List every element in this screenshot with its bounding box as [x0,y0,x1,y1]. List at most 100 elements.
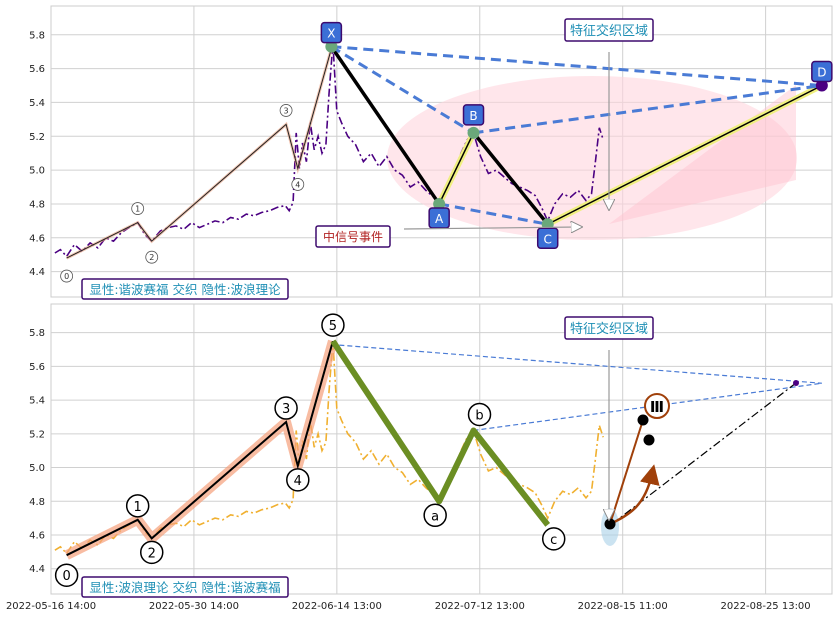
y-tick-label: 5.0 [29,166,45,177]
top-wave-marker [60,269,74,283]
wave-label: 2 [148,546,156,561]
current-wave-marker: Ⅲ [644,393,670,419]
wave-label: b [475,408,483,423]
y-tick-label: 4.4 [29,564,45,575]
bottom-zone-label-text: 特征交织区域 [570,321,648,337]
wave-label-marker [541,527,566,551]
wave-label: a [431,509,439,524]
y-tick-label: 5.6 [29,362,45,373]
y-tick-label: 4.8 [29,199,45,210]
harmonic-dashed [330,45,475,135]
harmonic-label-box [462,104,485,126]
current-dot-c [604,518,616,530]
y-tick-label: 5.2 [29,429,45,440]
current-wave-arrow [609,464,660,526]
wave-label: 3 [282,402,290,417]
harmonic-label-box [428,207,450,229]
bottom-caption-text: 显性:波浪理论 交织 隐性:谐波赛福 [89,580,280,595]
wave-label-marker [467,402,492,427]
wave-label-marker [274,396,298,420]
harmonic-label-box [536,227,559,249]
wave-label-marker [125,494,150,518]
harmonic-label-box [320,21,343,44]
top-wave-label: 3 [284,106,289,115]
harmonic-point [433,197,446,210]
bottom-plot-area [50,303,833,595]
top-wave-label: 0 [64,272,69,281]
x-tick-label: 2022-08-25 13:00 [721,601,811,612]
top-y-ticks: 4.4 4.6 4.8 5.0 5.2 5.4 5.6 5.8 [29,30,45,278]
x-tick-label: 2022-06-14 13:00 [292,601,382,612]
y-tick-label: 5.4 [29,396,45,407]
y-tick-label: 5.8 [29,328,45,339]
bottom-harmonic-overlay [331,343,822,432]
top-wave-marker [145,250,159,264]
y-tick-label: 4.4 [29,267,45,278]
zone-label-box: 特征交织区域 [564,18,654,42]
harmonic-label: X [327,27,335,41]
harmonic-dashed [473,84,823,135]
bottom-harmonic-dashed [473,382,822,432]
wave-label-marker [423,503,447,528]
harmonic-dashed [438,202,548,226]
top-wave-path [66,43,334,259]
top-wave-marker [291,178,305,191]
top-wave-label: 1 [135,205,140,214]
bottom-grid [51,304,832,594]
harmonic-leg [547,84,823,225]
harmonic-leg [472,131,550,226]
y-tick-label: 4.6 [29,233,45,244]
bottom-y-ticks: 4.4 4.6 4.8 5.0 5.2 5.4 5.6 5.8 [29,328,45,575]
zone-label-text: 特征交织区域 [570,23,648,39]
signal-label-text: 中信号事件 [323,229,383,244]
y-tick-label: 5.8 [29,30,45,41]
y-tick-label: 4.8 [29,497,45,508]
bottom-harmonic-dashed [331,343,822,384]
y-tick-label: 5.0 [29,463,45,474]
x-tick-label: 2022-07-12 13:00 [435,601,525,612]
current-dot-upper [637,414,649,426]
current-wave-label: Ⅲ [650,398,664,416]
top-panel: 4.4 4.6 4.8 5.0 5.2 5.4 5.6 5.8 0 1 2 3 4 X A B C D 特征交… [29,5,833,300]
top-wave-overlay: 0 1 2 3 4 [60,42,335,283]
harmonic-label: D [817,66,826,80]
harmonic-label: B [469,109,477,123]
wave-label-marker [321,313,345,337]
harmonic-pattern: X A B C D [320,21,833,249]
top-wave-label: 2 [149,253,154,262]
y-tick-label: 5.2 [29,132,45,143]
x-axis: 2022-05-16 14:00 2022-05-30 14:00 2022-06-… [6,601,811,612]
signal-label-box: 中信号事件 [315,225,391,248]
signal-pointer-arrow [403,227,578,229]
harmonic-point [467,126,480,139]
wave-label: 5 [329,319,337,334]
y-tick-label: 4.6 [29,530,45,541]
top-caption-box: 显性:谐波赛福 交织 隐性:波浪理论 [81,278,289,300]
projection-target-dot [793,380,799,386]
x-tick-label: 2022-08-15 11:00 [578,601,668,612]
wave-label: c [550,533,557,548]
bottom-wave-count: 0 1 2 3 4 5 a b c [54,313,566,587]
wave-label: 0 [62,569,70,584]
y-tick-label: 5.4 [29,98,45,109]
x-tick-label: 2022-05-30 14:00 [149,601,239,612]
impulse-wave [66,340,334,557]
wave-label-marker [286,468,310,492]
harmonic-label-box [811,60,833,83]
current-dot-lower [643,434,655,446]
bottom-caption-box: 显性:波浪理论 交织 隐性:谐波赛福 [81,576,289,598]
wave-label-marker [139,540,164,565]
harmonic-dashed [331,45,822,88]
bottom-zone-label-box: 特征交织区域 [564,316,654,340]
bottom-panel: 4.4 4.6 4.8 5.0 5.2 5.4 5.6 5.8 0 1 2 3 4 5 a b c Ⅲ 特征交… [29,303,833,598]
harmonic-label: A [435,212,444,226]
x-tick-label: 2022-05-16 14:00 [6,601,96,612]
harmonic-leg [438,132,475,205]
wave-label: 4 [294,474,302,489]
harmonic-label: C [544,232,552,246]
wave-label-marker [54,563,79,587]
top-caption-text: 显性:谐波赛福 交织 隐性:波浪理论 [89,282,281,297]
feature-zone-ellipse [387,76,797,240]
harmonic-leg [329,45,441,205]
